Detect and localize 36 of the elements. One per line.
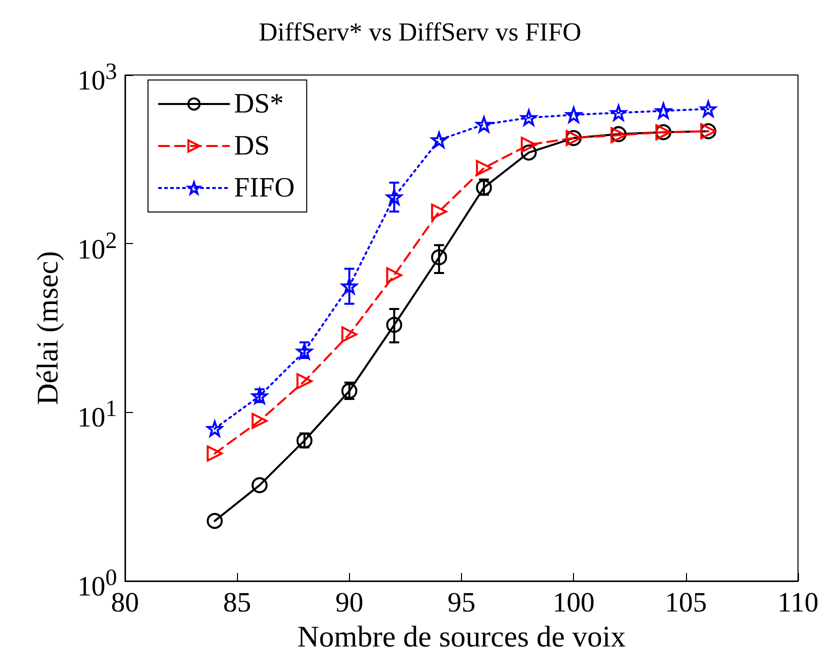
- point: [252, 477, 268, 494]
- point: [476, 116, 492, 132]
- point: [386, 316, 402, 333]
- point: [431, 132, 448, 148]
- x-tick-label: 105: [664, 588, 707, 618]
- point: [476, 160, 492, 176]
- point: [520, 136, 537, 153]
- chart-title: DiffServ* vs DiffServ vs FIFO: [258, 18, 582, 46]
- point: [206, 446, 223, 462]
- point: [655, 102, 672, 119]
- point: [341, 326, 358, 342]
- y-tick-label: 10$^{3}$: [77, 59, 117, 96]
- legend-label: DS*: [234, 88, 284, 120]
- point: [386, 267, 402, 284]
- y-axis-title: Délai (msec): [32, 250, 64, 406]
- point: [566, 106, 582, 123]
- y-tick-label: 10$^{1}$: [77, 396, 117, 434]
- x-tick-label: 100: [552, 588, 595, 618]
- point: [252, 412, 268, 429]
- point: [431, 204, 448, 220]
- x-tick-label: 110: [778, 588, 818, 618]
- x-tick-label: 85: [223, 588, 252, 618]
- x-axis-title: Nombre de sources de voix: [297, 620, 626, 654]
- y-tick-label: 10$^{2}$: [77, 228, 117, 265]
- legend-label: DS: [234, 130, 270, 162]
- point: [520, 110, 537, 126]
- x-tick-label: 95: [448, 588, 476, 618]
- x-tick-label: 90: [335, 588, 364, 618]
- point: [206, 420, 223, 437]
- legend-label: FIFO: [234, 172, 295, 204]
- point: [296, 373, 312, 390]
- point: [431, 249, 448, 266]
- point: [700, 100, 716, 117]
- point: [610, 104, 627, 121]
- point: [520, 144, 537, 161]
- point: [206, 512, 223, 529]
